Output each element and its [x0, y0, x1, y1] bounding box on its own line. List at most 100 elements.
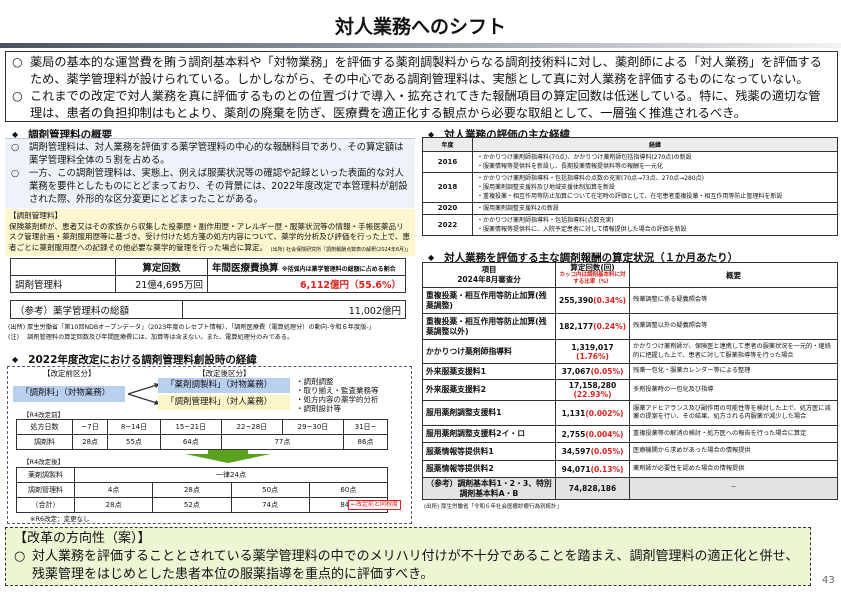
- post-cell: （合計）: [16, 497, 75, 513]
- timeline-item: ・服用薬剤調整支援料2の新設: [477, 205, 559, 212]
- timeline-item: ・かかりつけ薬剤師指導料・包括指導料(点数充実): [477, 217, 614, 224]
- cost-value: 6,112億円（55.6%）: [207, 275, 406, 293]
- definition-title: 【調剤管理料】: [9, 211, 63, 220]
- calc-summary: －: [629, 477, 838, 500]
- pre-head-row: 処方日数 ~7日 8~14日 15~21日 22~28日 29~30日 31日~: [16, 419, 388, 435]
- col-cost: 年間医療費換算 ※括弧内は薬学管理料の総額に占める割合: [207, 258, 406, 276]
- after-label: 【改定後区分】: [198, 369, 251, 378]
- calc-count: 2,755(0.004%): [554, 425, 631, 443]
- pre-title: 【R4改定前】: [23, 411, 65, 419]
- before-chip: 「調剤料」（対物業務）: [13, 386, 125, 402]
- calc-count: 34,597(0.05%): [554, 442, 631, 461]
- col-item: 項目 2024年8月審査分: [422, 262, 556, 288]
- count-percent: (0.05%): [590, 447, 624, 456]
- calc-row: 服薬情報等提供料1 34,597(0.05%) 医療機関から求めがあった場合の情報提…: [422, 442, 838, 461]
- pre-row: 調剤料 28点 55点 64点 77点 86点: [16, 434, 388, 450]
- calc-count: 74,828,186: [554, 477, 631, 500]
- task-list: ・調剤調整 ・取り揃え・監査業務等 ・処方内容の薬学的分析 ・調剤設計等: [296, 377, 379, 413]
- intro-box: ○ 薬局の基本的な運営費を賄う調剤基本料や「対物業務」を評価する薬剤調製料からなる…: [5, 51, 838, 122]
- timeline-desc: ・かかりつけ薬剤師指導料・包括指導料(点数充実) ・服薬情報等提供料に、入院予定患…: [472, 214, 838, 236]
- calc-item: 服用薬剤調整支援料2イ・ロ: [422, 425, 556, 443]
- history-2022-heading-text: 2022年度改定における調剤管理料創設時の経緯: [28, 354, 257, 366]
- calc-row: 服薬情報等提供料2 94,071(0.13%) 薬剤師が必要性を認めた場合の情報提供: [422, 460, 838, 478]
- pre-head-cell: 8~14日: [107, 419, 161, 435]
- calc-summary: 多剤投薬時の一包化及び指導: [629, 379, 838, 401]
- col-count-note: カッコ内は調剤基本料に対する比率（%）: [559, 272, 626, 285]
- col-cost-note: ※括弧内は薬学管理料の総額に占める割合: [281, 266, 396, 273]
- post-cell: 60点: [308, 482, 389, 498]
- stats-table: 算定回数 年間医療費換算 ※括弧内は薬学管理料の総額に占める割合 調剤管理料 2…: [10, 258, 406, 293]
- calc-count: 182,177(0.24%): [554, 313, 631, 340]
- calc-row: 外来服薬支援料1 37,067(0.05%) 残薬一包化・服薬カレンダー等による整理: [422, 363, 838, 380]
- definition-source: (出所) 社会保険研究所「調剤報酬点数表の解釈(2024年6月)」: [270, 246, 411, 253]
- calc-item: 外来服薬支援料2: [422, 379, 556, 401]
- calc-item: 重複投薬・相互作用等防止加算(残薬調整以外): [422, 313, 556, 340]
- intro-text-2: これまでの改定で対人業務を真に評価するものとの位置づけで導入・拡充されてきた報酬…: [30, 89, 821, 120]
- note-source: (出所) 厚生労働省「第10回NDBオープンデータ」（2023年度のレセプト情報…: [8, 324, 375, 331]
- count-percent: (22.93%): [573, 390, 612, 399]
- history-2022-heading: ◆ 2022年度改定における調剤管理料創設時の経緯: [12, 352, 257, 367]
- calc-row: 外来服薬支援料2 17,158,280 (22.93%) 多剤投薬時の一包化及び指導: [422, 379, 838, 401]
- calc-item: （参考）調剤基本料1・2・3、特別調剤基本料A・B: [422, 477, 556, 500]
- count-value: 255,390: [559, 296, 594, 305]
- timeline-item: ・かかりつけ薬剤師指導料(70点)、かかりつけ薬剤師包括指導料(270点)の新設: [477, 154, 692, 161]
- page-number: 43: [822, 575, 835, 586]
- pre-head-cell: 29~30日: [281, 419, 345, 435]
- definition-text: 保険薬剤師が、患者又はその家族から収集した投薬歴・副作用歴・アレルギー歴・服薬状…: [9, 221, 411, 252]
- calc-count: 1,319,017 (1.76%): [554, 339, 631, 364]
- calc-count: 94,071(0.13%): [554, 460, 631, 478]
- pre-head-cell: 22~28日: [220, 419, 283, 435]
- calc-heading-text: 対人業務を評価する主な調剤報酬の算定状況（１か月あたり）: [444, 252, 739, 264]
- calc-heading: ◆ 対人業務を評価する主な調剤報酬の算定状況（１か月あたり）: [428, 250, 738, 265]
- calc-item: 服薬情報等提供料1: [422, 442, 556, 461]
- r6-note: ※R6改定：変更なし: [30, 515, 90, 523]
- post-cell: 4点: [73, 482, 154, 498]
- count-value: 17,158,280: [568, 381, 617, 390]
- bullet-icon: ○: [11, 142, 20, 153]
- timeline-item: ・服用薬剤調整支援料及び地域支援体制加算を新設: [477, 184, 616, 191]
- pre-head-cell: ~7日: [71, 419, 109, 435]
- count-value: 182,177: [559, 322, 594, 331]
- count-value: 34,597: [561, 447, 591, 456]
- task-item: ・取り揃え・監査業務等: [296, 386, 379, 395]
- col-count: 算定回数(回) カッコ内は調剤基本料に対する比率（%）: [554, 262, 631, 288]
- blank-cell: [10, 258, 116, 276]
- calc-section: 項目 2024年8月審査分 算定回数(回) カッコ内は調剤基本料に対する比率（%）…: [422, 262, 838, 510]
- pre-head-cell: 処方日数: [16, 419, 73, 435]
- diamond-icon: ◆: [12, 355, 19, 364]
- timeline-year: 2020: [422, 202, 473, 215]
- timeline-year: 2016: [422, 151, 473, 173]
- overview-item: 一方、この調剤管理料は、実態上、例えば服薬状況等の確認や記録といった表面的な対人…: [29, 168, 408, 205]
- timeline-item: ・服薬情報等提供料に、入院予定患者に対して情報提供した場合の評価を新設: [477, 226, 687, 233]
- pre-head-cell: 15~21日: [159, 419, 222, 435]
- calc-row: （参考）調剤基本料1・2・3、特別調剤基本料A・B 74,828,186 －: [422, 477, 838, 500]
- pre-row-cell: 86点: [343, 434, 388, 450]
- after-chip-dispensing: 「薬剤調製料」（対物業務）: [158, 378, 290, 393]
- calc-source: (出所) 厚生労働省「令和６年社会医療診療行為別統計」: [424, 504, 563, 510]
- count-percent: (0.34%): [593, 296, 627, 305]
- diamond-icon: ◆: [428, 253, 435, 262]
- timeline-desc: ・服用薬剤調整支援料2の新設: [472, 202, 838, 215]
- count-percent: (1.76%): [576, 351, 609, 361]
- overview-item: 調剤管理料は、対人業務を評価する薬学管理料の中心的な報酬科目であり、その算定額は…: [29, 142, 404, 166]
- calc-item: かかりつけ薬剤師指導料: [422, 339, 556, 364]
- post-cell: 28点: [73, 497, 154, 513]
- timeline-row: 2022 ・かかりつけ薬剤師指導料・包括指導料(点数充実) ・服薬情報等提供料に、入…: [422, 214, 838, 236]
- timeline-item: ・かかりつけ薬剤師指導料・包括指導料の点数の充実(70点→73点、270点→28…: [477, 175, 704, 182]
- timeline-desc: ・かかりつけ薬剤師指導料・包括指導料の点数の充実(70点→73点、270点→28…: [472, 172, 838, 203]
- reform-title: 【改革の方向性（案）】: [14, 531, 151, 546]
- timeline-row: 2016 ・かかりつけ薬剤師指導料(70点)、かかりつけ薬剤師包括指導料(270点…: [422, 151, 838, 173]
- calc-summary: 重複投薬等の解消の検討・処方医への報告を行った場合に算定: [629, 425, 838, 443]
- calc-row: 服用薬剤調整支援料1 1,131(0.002%) 服薬アドヒアランス及び副作用の可能…: [422, 400, 838, 426]
- down-arrow-icon: [185, 450, 271, 463]
- calc-summary: 薬剤師が必要性を認めた場合の情報提供: [629, 460, 838, 478]
- calc-row: 服用薬剤調整支援料2イ・ロ 2,755(0.004%) 重複投薬等の解消の検討・処方…: [422, 425, 838, 443]
- post-revision-table: 薬剤調製料 一律24点 調剤管理料 4点 28点 50点 60点 （合計） 28点 52点 74…: [16, 467, 389, 513]
- timeline-table: 年度 経緯 2016 ・かかりつけ薬剤師指導料(70点)、かかりつけ薬剤師包括指導料…: [422, 137, 838, 236]
- count-value: 2,755: [561, 429, 586, 439]
- count-value: 1,319,017: [571, 342, 614, 352]
- calc-count: 17,158,280 (22.93%): [554, 379, 631, 401]
- col-desc: 経緯: [472, 137, 838, 152]
- reference-table: （参考）薬学管理料の総額 11,002億円: [10, 300, 406, 319]
- diamond-icon: ◆: [428, 130, 435, 139]
